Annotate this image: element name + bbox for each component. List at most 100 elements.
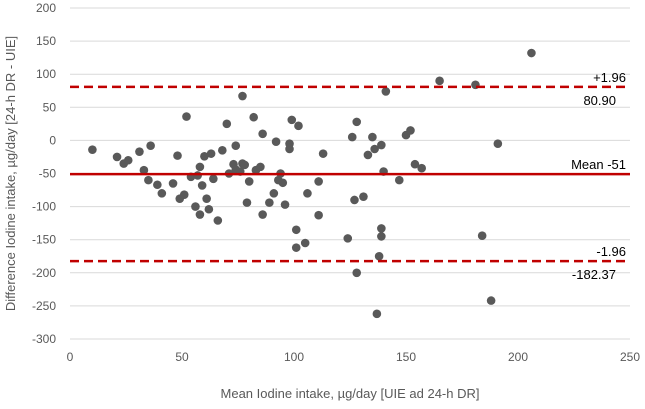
- data-point: [300, 238, 310, 248]
- data-point: [139, 165, 149, 175]
- x-tick-label: 100: [284, 350, 304, 364]
- x-tick-label: 200: [508, 350, 528, 364]
- x-tick-label: 50: [175, 350, 189, 364]
- reference-lines: +1.96 80.90 Mean -51 -1.96 -182.37: [70, 70, 630, 282]
- y-tick-labels: 200 150 100 50 0 -50 -100 -150 -200 -250 -300: [32, 1, 56, 346]
- data-point: [238, 91, 247, 101]
- data-point: [222, 119, 232, 129]
- data-point: [144, 175, 153, 185]
- data-point: [195, 210, 205, 219]
- y-tick-label: 0: [49, 133, 56, 147]
- data-point: [200, 151, 209, 161]
- y-tick-label: -200: [32, 266, 56, 280]
- data-point: [271, 137, 281, 147]
- reference-line-label: -1.96: [596, 244, 626, 259]
- data-point: [303, 189, 312, 198]
- data-point: [477, 231, 487, 241]
- data-point: [417, 163, 426, 173]
- data-point: [374, 251, 384, 261]
- data-point: [352, 268, 362, 278]
- data-point: [314, 177, 323, 186]
- data-point: [193, 171, 202, 180]
- y-tick-label: 200: [36, 1, 56, 15]
- data-point: [394, 175, 404, 185]
- data-point: [213, 216, 223, 225]
- data-point: [294, 121, 303, 131]
- y-tick-label: 50: [43, 100, 57, 114]
- data-point: [291, 225, 301, 235]
- data-point: [435, 76, 444, 86]
- x-tick-label: 250: [620, 350, 640, 364]
- y-tick-label: -100: [32, 200, 56, 214]
- data-point: [318, 149, 328, 158]
- data-point: [265, 198, 274, 207]
- data-point: [244, 177, 254, 186]
- x-tick-label: 0: [67, 350, 74, 364]
- reference-line-label: +1.96: [593, 70, 626, 85]
- data-point: [280, 200, 290, 209]
- reference-line-value: -182.37: [572, 267, 616, 282]
- data-point: [173, 151, 182, 160]
- data-point: [204, 204, 214, 214]
- data-point: [146, 141, 155, 150]
- data-point: [278, 178, 288, 188]
- data-point: [195, 162, 205, 172]
- reference-line-label: Mean -51: [571, 157, 626, 172]
- data-point: [314, 210, 323, 220]
- x-tick-labels: 0 50 100 150 200 250: [67, 350, 641, 364]
- data-point: [363, 150, 373, 160]
- data-point: [135, 147, 144, 156]
- data-point: [347, 132, 357, 142]
- data-point: [179, 190, 189, 199]
- data-point: [377, 224, 386, 233]
- y-tick-label: -250: [32, 299, 56, 313]
- data-point: [206, 149, 216, 158]
- x-axis-title: Mean Iodine intake, µg/day [UIE ad 24-h …: [221, 386, 480, 401]
- data-point: [493, 139, 503, 149]
- data-point: [370, 144, 379, 154]
- data-point: [209, 174, 218, 184]
- data-point: [372, 309, 382, 319]
- y-tick-label: -50: [39, 167, 57, 181]
- data-point: [112, 152, 122, 162]
- data-point: [258, 210, 267, 219]
- data-point: [153, 180, 162, 190]
- data-point: [350, 195, 359, 205]
- data-point: [157, 189, 167, 198]
- data-point: [527, 48, 536, 58]
- data-point: [123, 155, 133, 165]
- data-point: [88, 145, 97, 154]
- data-point: [343, 234, 353, 243]
- data-point: [269, 189, 279, 198]
- data-point: [182, 112, 191, 121]
- reference-line-value: 80.90: [583, 93, 616, 108]
- data-point: [381, 87, 391, 96]
- y-axis-title: Difference Iodine intake, µg/day [24-h D…: [3, 36, 18, 311]
- data-point: [191, 202, 200, 211]
- data-point: [258, 129, 267, 139]
- data-point: [249, 112, 258, 122]
- data-point: [377, 232, 386, 241]
- data-point: [168, 179, 178, 188]
- data-point: [410, 159, 420, 169]
- data-point: [287, 115, 297, 125]
- data-point: [368, 132, 377, 142]
- data-point: [406, 126, 415, 135]
- data-point: [202, 194, 211, 203]
- data-point: [218, 146, 227, 155]
- y-tick-label: 150: [36, 34, 56, 48]
- data-point: [486, 296, 496, 305]
- data-point: [242, 198, 252, 207]
- data-point: [359, 192, 368, 201]
- data-point: [291, 243, 301, 252]
- y-tick-label: 100: [36, 67, 56, 81]
- data-point: [240, 160, 250, 170]
- data-point: [256, 162, 265, 172]
- y-tick-label: -150: [32, 233, 56, 247]
- y-tick-label: -300: [32, 332, 56, 346]
- data-point: [231, 141, 241, 150]
- data-point: [352, 117, 362, 127]
- data-points: [88, 48, 536, 319]
- x-tick-label: 150: [396, 350, 416, 364]
